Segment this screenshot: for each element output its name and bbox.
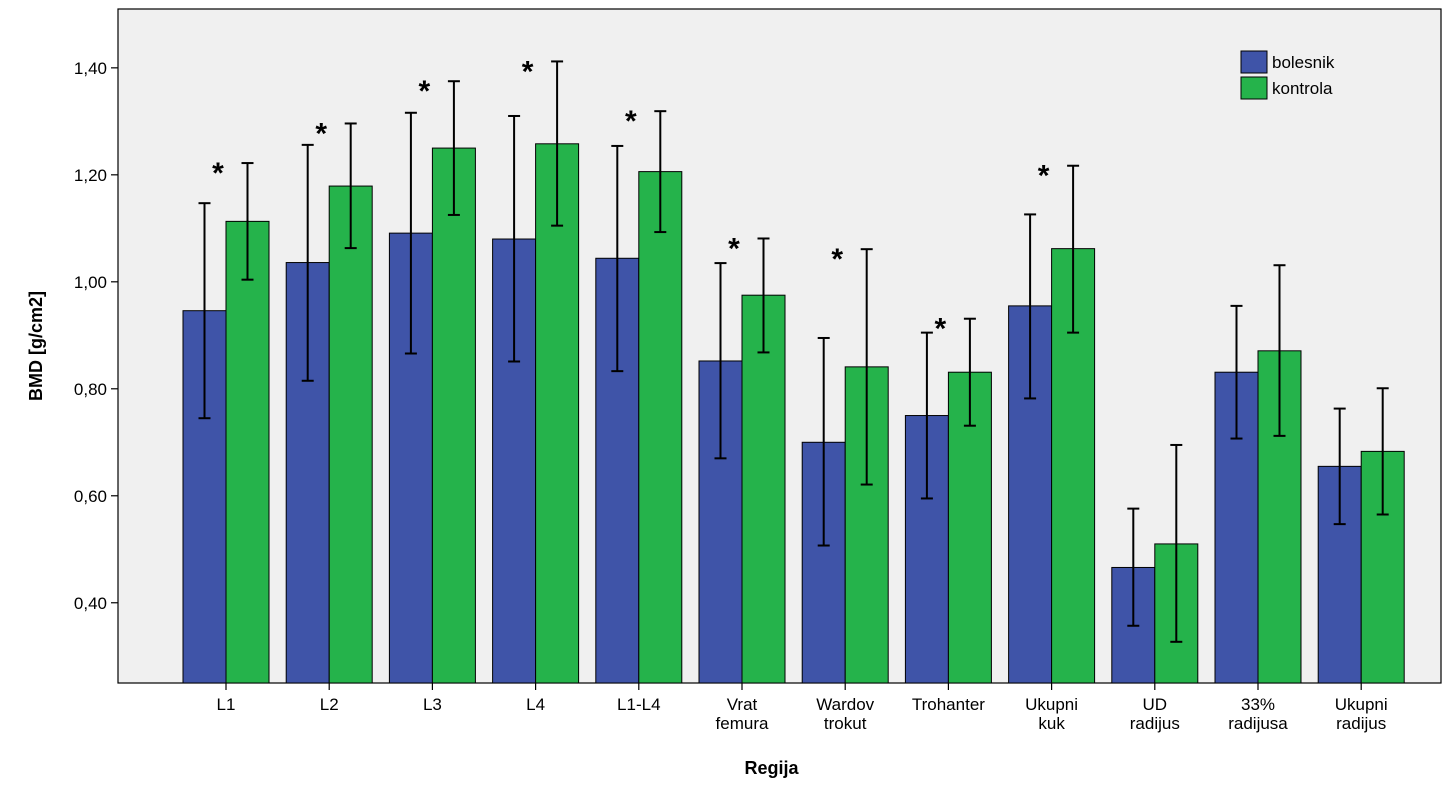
significance-star: * bbox=[831, 243, 843, 276]
x-tick-label: L2 bbox=[320, 695, 339, 714]
significance-star: * bbox=[212, 157, 224, 190]
legend-swatch-bolesnik bbox=[1240, 50, 1268, 74]
x-tick-label: radijus bbox=[1336, 714, 1386, 733]
significance-star: * bbox=[419, 75, 431, 108]
y-tick-label: 1,20 bbox=[74, 166, 107, 185]
significance-star: * bbox=[1038, 160, 1050, 193]
x-tick-label: kuk bbox=[1038, 714, 1065, 733]
y-axis-title: BMD [g/cm2] bbox=[26, 291, 46, 401]
legend-label-bolesnik: bolesnik bbox=[1272, 53, 1335, 72]
x-tick-label: trokut bbox=[824, 714, 867, 733]
significance-star: * bbox=[728, 232, 740, 265]
y-tick-label: 1,40 bbox=[74, 59, 107, 78]
significance-star: * bbox=[315, 117, 327, 150]
x-tick-label: Vrat bbox=[727, 695, 758, 714]
legend-swatch-kontrola bbox=[1240, 76, 1268, 100]
x-tick-label: L1-L4 bbox=[617, 695, 660, 714]
bar-kontrola bbox=[225, 220, 270, 684]
x-tick-label: Ukupni bbox=[1335, 695, 1388, 714]
y-tick-label: 0,60 bbox=[74, 487, 107, 506]
x-tick-label: radijusa bbox=[1228, 714, 1288, 733]
legend-label-kontrola: kontrola bbox=[1272, 79, 1333, 98]
x-tick-label: L4 bbox=[526, 695, 545, 714]
x-tick-label: Wardov bbox=[816, 695, 874, 714]
x-tick-label: femura bbox=[716, 714, 769, 733]
y-tick-label: 1,00 bbox=[74, 273, 107, 292]
x-tick-label: UD bbox=[1143, 695, 1168, 714]
bar-kontrola bbox=[328, 185, 373, 684]
bar-bolesnik bbox=[595, 257, 640, 684]
significance-star: * bbox=[935, 313, 947, 346]
x-tick-label: Ukupni bbox=[1025, 695, 1078, 714]
x-tick-label: L1 bbox=[217, 695, 236, 714]
x-tick-label: Trohanter bbox=[912, 695, 985, 714]
bar-kontrola bbox=[535, 143, 580, 684]
y-tick-label: 0,80 bbox=[74, 380, 107, 399]
x-axis-title: Regija bbox=[744, 758, 799, 778]
y-tick-label: 0,40 bbox=[74, 594, 107, 613]
x-tick-label: 33% bbox=[1241, 695, 1275, 714]
significance-star: * bbox=[625, 105, 637, 138]
bar-kontrola bbox=[431, 147, 476, 684]
bar-kontrola bbox=[1257, 350, 1302, 684]
x-tick-label: radijus bbox=[1130, 714, 1180, 733]
x-tick-label: L3 bbox=[423, 695, 442, 714]
bar-kontrola bbox=[638, 171, 683, 684]
significance-star: * bbox=[522, 55, 534, 88]
